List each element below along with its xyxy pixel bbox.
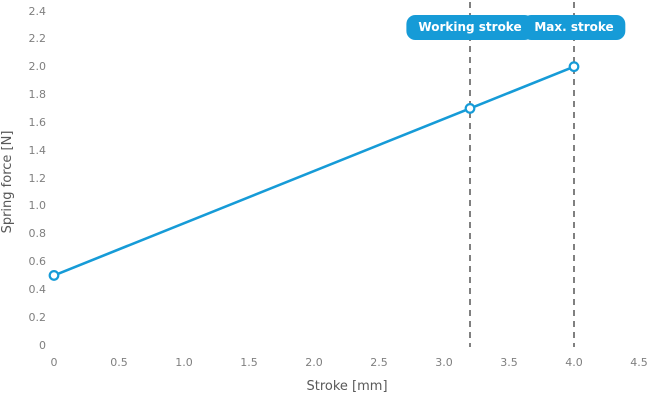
spring-force-line (52, 65, 576, 277)
y-tick-label: 1.6 (28, 115, 47, 129)
y-tick-label: 0 (39, 338, 46, 352)
x-tick-label: 1.5 (240, 356, 258, 369)
x-tick-label: 3.0 (435, 356, 453, 369)
data-point-marker (464, 103, 476, 114)
y-axis-title: Spring force [N] (0, 130, 15, 234)
y-tick-label: 1.2 (28, 171, 47, 185)
max-stroke-badge: Max. stroke (522, 15, 626, 40)
y-tick-label: 0.4 (28, 282, 47, 296)
y-tick-label: 2.2 (28, 32, 47, 46)
x-tick-label: 2.5 (370, 356, 388, 369)
x-tick-label: 1.0 (175, 356, 193, 369)
data-point-marker (568, 61, 580, 73)
y-tick-label: 0.2 (28, 310, 47, 324)
y-tick-label: 2.0 (28, 60, 47, 74)
y-tick-label: 1.0 (28, 199, 47, 213)
data-point-marker (48, 270, 60, 281)
working-stroke-badge: Working stroke (406, 15, 534, 40)
y-tick-label: 0.8 (28, 227, 47, 241)
x-tick-label: 3.5 (500, 356, 518, 369)
x-tick-label: 4.0 (565, 356, 583, 369)
y-tick-label: 1.8 (28, 88, 47, 101)
x-tick-label: 2.0 (305, 356, 323, 369)
x-tick-label: 4.5 (630, 356, 648, 369)
y-tick-label: 1.4 (28, 143, 47, 157)
x-tick-label: 0 (50, 356, 58, 369)
y-tick-label: 0.6 (28, 255, 47, 268)
y-tick-label: 2.4 (28, 4, 47, 18)
x-tick-label: 0.5 (110, 356, 128, 369)
x-axis-title: Stroke [mm] (306, 379, 388, 394)
